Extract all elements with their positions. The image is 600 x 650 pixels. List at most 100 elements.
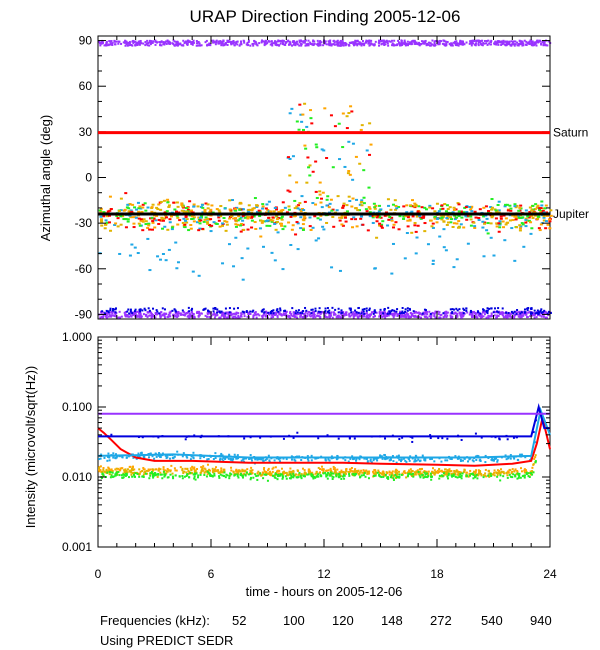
azimuth-point-940 (295, 41, 298, 44)
intensity-point-272 (505, 458, 508, 461)
azimuth-point-940 (380, 315, 383, 318)
azimuth-point-940 (293, 313, 296, 316)
intensity-point-120 (204, 468, 207, 471)
intensity-point-120 (129, 470, 132, 473)
azimuth-point-940 (384, 311, 387, 314)
azimuth-point-940 (359, 43, 362, 46)
azimuth-point-940 (173, 44, 176, 47)
intensity-point-120 (484, 472, 487, 475)
intensity-point-100 (410, 471, 413, 474)
azimuth-point-940 (268, 311, 271, 314)
intensity-point-120 (398, 470, 401, 473)
azimuth-point-940 (493, 314, 496, 317)
azimuth-point-940 (428, 315, 431, 318)
azimuth-point-120 (347, 112, 351, 115)
intensity-point-272 (476, 455, 479, 458)
azimuth-point-272 (163, 225, 167, 228)
azimuth-point-272 (136, 252, 140, 255)
azimuth-point-52 (380, 226, 384, 229)
azimuth-point-940 (261, 314, 264, 317)
azimuth-point-272 (288, 157, 292, 160)
azimuth-point-52 (478, 208, 482, 211)
intensity-point-120 (531, 470, 534, 473)
azimuth-point-272 (338, 269, 342, 272)
azimuth-point-940 (293, 41, 296, 44)
azimuth-point-940 (137, 40, 140, 43)
intensity-point-148 (426, 472, 429, 475)
intensity-point-100 (507, 471, 510, 474)
azimuth-point-272 (497, 209, 501, 212)
azimuth-point-940 (309, 313, 312, 316)
azimuth-point-940 (505, 316, 508, 319)
intensity-point-148 (154, 472, 157, 475)
azimuth-point-272 (182, 217, 186, 220)
azimuth-point-940 (316, 312, 319, 315)
azimuth-point-940 (276, 40, 279, 43)
intensity-point-148 (424, 473, 427, 476)
azimuth-point-940 (418, 316, 421, 319)
azimuth-point-272 (498, 223, 502, 226)
azimuth-point-940 (532, 44, 535, 47)
azimuth-point-148 (201, 206, 205, 209)
azimuth-point-940 (483, 313, 486, 316)
azimuth-point-120 (287, 205, 291, 208)
azimuth-point-540 (111, 309, 114, 312)
azimuth-point-148 (143, 202, 147, 205)
azimuth-point-100 (405, 204, 409, 207)
azimuth-point-940 (413, 42, 416, 45)
azimuth-point-940 (404, 44, 407, 47)
azimuth-point-540 (105, 309, 108, 312)
azimuth-point-148 (486, 222, 490, 225)
azimuth-point-120 (185, 221, 189, 224)
azimuth-point-940 (263, 40, 266, 43)
azimuth-point-100 (203, 210, 207, 213)
intensity-point-148 (311, 474, 314, 477)
azimuth-point-120 (166, 228, 170, 231)
azimuth-point-940 (314, 316, 317, 319)
azimuth-point-940 (139, 42, 142, 45)
intensity-point-100 (276, 469, 279, 472)
intensity-point-148 (218, 475, 221, 478)
azimuth-point-272 (273, 206, 277, 209)
azimuth-point-940 (177, 314, 180, 317)
intensity-point-272 (534, 441, 537, 444)
azimuth-point-100 (469, 206, 473, 209)
azimuth-point-148 (460, 216, 464, 219)
intensity-point-272 (244, 457, 247, 460)
azimuth-point-148 (526, 215, 530, 218)
intensity-point-120 (200, 468, 203, 471)
azimuth-point-52 (124, 226, 128, 229)
intensity-point-272 (282, 457, 285, 460)
intensity-point-120 (505, 472, 508, 475)
azimuth-point-540 (519, 312, 522, 315)
azimuth-point-540 (363, 308, 366, 311)
azimuth-point-540 (512, 312, 515, 315)
intensity-point-120 (285, 471, 288, 474)
intensity-point-148 (517, 476, 520, 479)
intensity-point-540 (326, 434, 329, 437)
azimuth-point-120 (528, 206, 532, 209)
azimuth-point-940 (209, 44, 212, 47)
intensity-point-272 (307, 459, 310, 462)
intensity-point-272 (222, 459, 225, 462)
intensity-point-120 (444, 471, 447, 474)
azimuth-point-940 (445, 42, 448, 45)
intensity-point-148 (522, 474, 525, 477)
intensity-point-272 (405, 460, 408, 463)
intensity-point-148 (274, 473, 277, 476)
azimuth-point-940 (327, 40, 330, 43)
azimuth-point-940 (278, 313, 281, 316)
azimuth-point-940 (485, 40, 488, 43)
azimuth-point-100 (108, 195, 112, 198)
azimuth-point-940 (484, 310, 487, 313)
intensity-point-100 (419, 470, 422, 473)
intensity-point-100 (450, 470, 453, 473)
intensity-point-148 (205, 475, 208, 478)
intensity-point-100 (230, 466, 233, 469)
azimuth-point-940 (504, 314, 507, 317)
azimuth-point-940 (528, 40, 531, 43)
azimuth-point-940 (474, 313, 477, 316)
azimuth-point-100 (299, 210, 303, 213)
azimuth-point-148 (137, 207, 141, 210)
azimuth-point-540 (134, 308, 137, 311)
